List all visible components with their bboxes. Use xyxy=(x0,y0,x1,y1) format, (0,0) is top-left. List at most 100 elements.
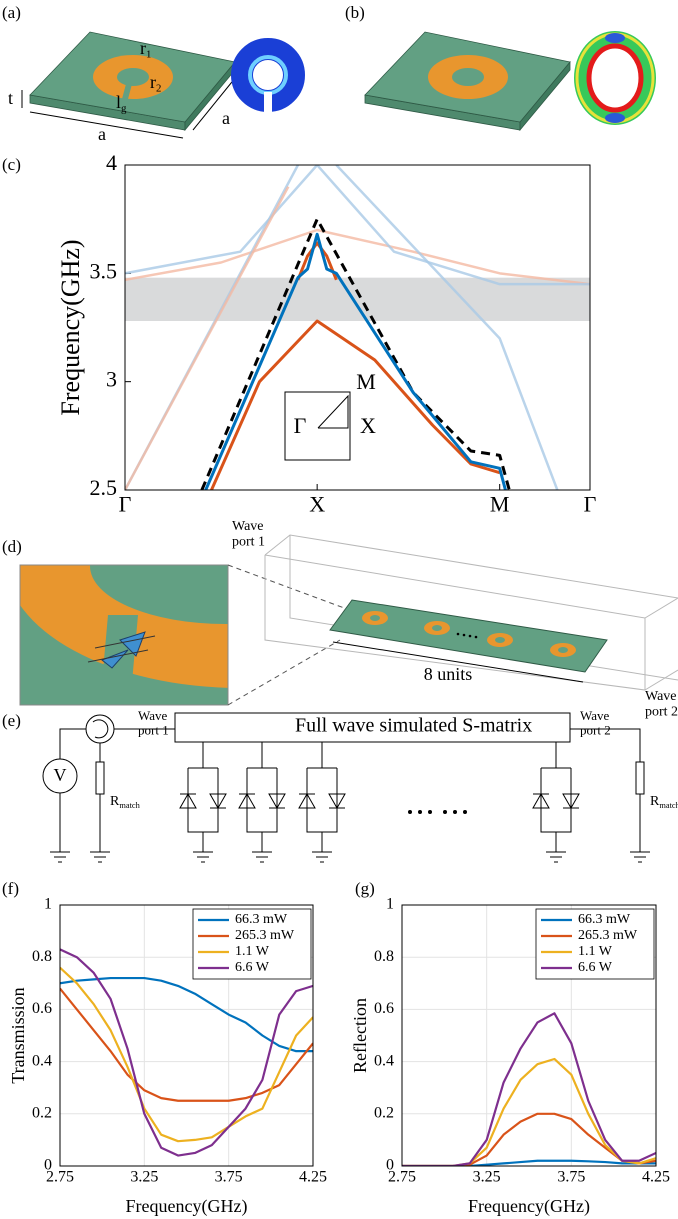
dot xyxy=(418,810,422,814)
x-tick-label: M xyxy=(490,492,510,517)
x-tick-label: 2.75 xyxy=(46,1169,74,1186)
field-spot xyxy=(605,33,625,43)
y-tick-label: 3 xyxy=(106,367,117,392)
x-tick-label: 4.25 xyxy=(642,1169,670,1186)
s-matrix-label: Full wave simulated S-matrix xyxy=(295,715,532,737)
port-label: Wave xyxy=(580,708,609,723)
dot xyxy=(443,810,447,814)
ellipsis xyxy=(408,810,467,814)
y-tick-label: 0.8 xyxy=(374,948,394,965)
ring-hole xyxy=(558,647,568,653)
x-tick-label: X xyxy=(309,492,325,517)
x-tick-label: 3.75 xyxy=(215,1169,243,1186)
inset-label: Γ xyxy=(294,413,307,438)
panel-label: (c) xyxy=(2,155,21,174)
slab-b xyxy=(365,32,570,130)
legend-label: 6.6 W xyxy=(578,960,613,975)
page: 8 units Full wave simulated S-matrix V (… xyxy=(0,0,678,1219)
legend-label: 1.1 W xyxy=(578,944,613,959)
x-axis-label: Frequency(GHz) xyxy=(126,1196,248,1217)
inset-label: M xyxy=(356,369,376,394)
field-b xyxy=(577,33,653,123)
port-label: port 1 xyxy=(138,722,169,737)
resistor xyxy=(636,762,644,794)
x-tick-label: 2.75 xyxy=(388,1169,416,1186)
inset-label: X xyxy=(360,413,376,438)
x-axis-label: Frequency(GHz) xyxy=(468,1196,590,1217)
y-tick-label: 4 xyxy=(106,150,117,175)
y-tick-label: 0.2 xyxy=(374,1104,394,1121)
zoom-line xyxy=(228,640,340,705)
x-tick-label: 3.75 xyxy=(557,1169,585,1186)
units-label: 8 units xyxy=(424,664,473,684)
resistor-label: Rmatch xyxy=(650,794,678,810)
dot xyxy=(463,634,466,637)
y-tick-label: 0.4 xyxy=(32,1052,52,1069)
legend-label: 265.3 mW xyxy=(578,928,638,943)
y-tick-label: 1 xyxy=(44,896,52,913)
t-label: t xyxy=(8,88,13,108)
field-a xyxy=(242,49,294,118)
port-label: port 2 xyxy=(645,705,678,720)
panel-label: (a) xyxy=(2,3,21,22)
field-ring xyxy=(250,57,286,93)
y-axis-label: Reflection xyxy=(350,998,370,1073)
legend-label: 66.3 mW xyxy=(578,912,631,927)
box-edge xyxy=(265,535,678,598)
ring-hole xyxy=(117,68,149,86)
figure: 8 units Full wave simulated S-matrix V (… xyxy=(0,0,678,1219)
resistor-label: Rmatch xyxy=(110,794,141,810)
subscript: 2 xyxy=(156,83,161,95)
legend-label: 265.3 mW xyxy=(235,928,295,943)
x-tick-label: 4.25 xyxy=(299,1169,327,1186)
legend-label: 66.3 mW xyxy=(235,912,288,927)
x-tick-label: Γ xyxy=(119,492,132,517)
dot xyxy=(408,810,412,814)
port-label: Wave xyxy=(645,689,677,704)
y-axis-label: Frequency(GHz) xyxy=(56,239,85,415)
box-edge xyxy=(645,670,678,690)
legend-label: 1.1 W xyxy=(235,944,270,959)
plate xyxy=(330,600,607,672)
circulator-arrow xyxy=(93,720,108,738)
subscript: 1 xyxy=(146,49,151,61)
panel-label: (f) xyxy=(2,879,19,898)
zoom-line xyxy=(228,565,355,612)
port-label: Wave xyxy=(138,708,167,723)
plot-bg xyxy=(125,165,590,490)
dot xyxy=(428,810,432,814)
y-tick-label: 0.8 xyxy=(32,948,52,965)
subscript: match xyxy=(659,801,678,810)
y-axis-label: Transmission xyxy=(8,987,28,1083)
dot xyxy=(469,635,472,638)
dot xyxy=(463,810,467,814)
wire xyxy=(60,729,86,759)
panel-label: (g) xyxy=(355,879,375,898)
subscript: match xyxy=(119,801,140,810)
y-tick-label: 0.6 xyxy=(32,1000,52,1017)
port-label: port 1 xyxy=(232,535,265,550)
ring-hole xyxy=(370,615,380,621)
x-tick-label: Γ xyxy=(584,492,597,517)
panel-label: (d) xyxy=(2,537,22,556)
resistor xyxy=(96,762,104,794)
ring-hole xyxy=(452,68,484,86)
dot xyxy=(457,633,460,636)
y-tick-label: 0.6 xyxy=(374,1000,394,1017)
legend-label: 6.6 W xyxy=(235,960,270,975)
radius-label: r1 xyxy=(140,38,151,61)
ring-hole xyxy=(432,625,442,631)
circulator xyxy=(86,715,114,743)
source-label: V xyxy=(54,765,67,785)
dot xyxy=(453,810,457,814)
field-ring xyxy=(589,46,641,110)
y-tick-label: 0.4 xyxy=(374,1052,394,1069)
port-label: port 2 xyxy=(580,722,611,737)
field-spot xyxy=(605,113,625,123)
port-label: Wave xyxy=(232,519,264,534)
field-gap xyxy=(264,92,272,118)
ring-hole xyxy=(495,637,505,643)
dot xyxy=(475,636,478,639)
a-label: a xyxy=(222,108,230,128)
x-tick-label: 3.25 xyxy=(130,1169,158,1186)
